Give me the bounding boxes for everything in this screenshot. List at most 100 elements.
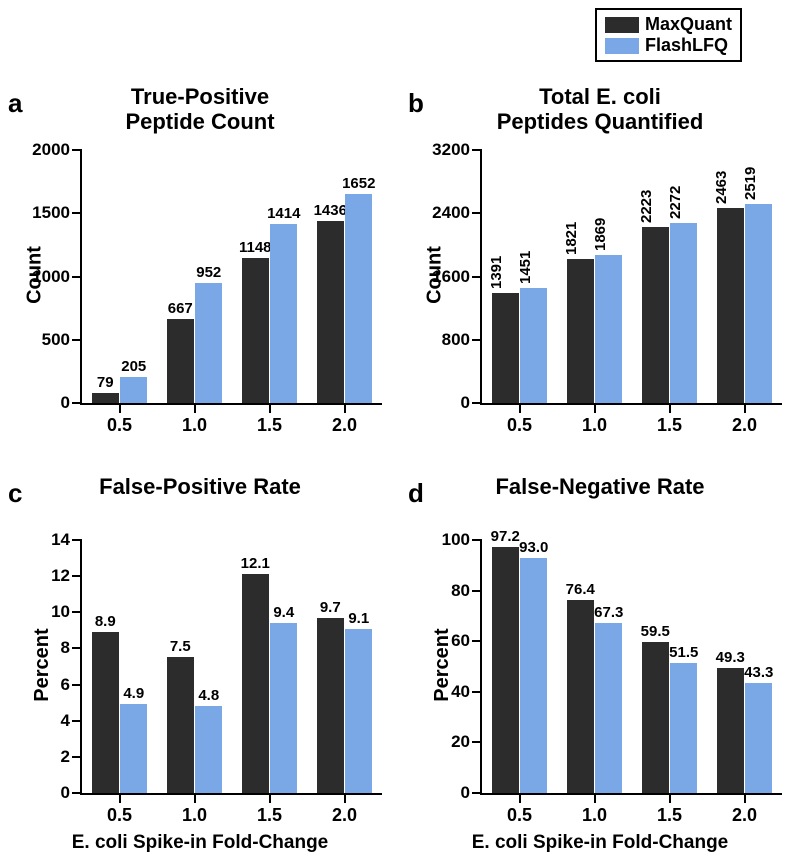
bar [670, 223, 697, 403]
bar [120, 377, 147, 403]
x-tick-label: 1.0 [582, 415, 607, 436]
legend-item: FlashLFQ [605, 35, 732, 56]
y-tick-label: 0 [61, 783, 70, 803]
y-tick [72, 276, 82, 278]
bar-value-label: 1451 [517, 251, 534, 284]
bar-value-label: 49.3 [716, 649, 745, 666]
legend-swatch [605, 38, 639, 54]
bar [167, 657, 194, 793]
bar-value-label: 1414 [267, 205, 300, 222]
y-tick-label: 500 [42, 330, 70, 350]
y-tick [472, 339, 482, 341]
x-tick [194, 793, 196, 803]
x-tick [669, 403, 671, 413]
y-tick [472, 741, 482, 743]
bar-value-label: 51.5 [669, 644, 698, 661]
x-tick-label: 1.0 [582, 805, 607, 826]
x-tick-label: 1.0 [182, 415, 207, 436]
chart-area: 05001000150020000.5792051.06679521.51148… [80, 150, 382, 405]
y-tick [472, 402, 482, 404]
y-tick [472, 792, 482, 794]
y-tick [472, 149, 482, 151]
bar-value-label: 97.2 [491, 528, 520, 545]
legend: MaxQuantFlashLFQ [595, 8, 742, 62]
bar-value-label: 43.3 [744, 664, 773, 681]
x-tick [344, 793, 346, 803]
chart-area: 0204060801000.597.293.01.076.467.31.559.… [480, 540, 782, 795]
y-tick-label: 8 [61, 638, 70, 658]
bar-value-label: 93.0 [519, 539, 548, 556]
bar [745, 204, 772, 403]
bar [317, 618, 344, 793]
bar [92, 393, 119, 403]
chart-area: 024681012140.58.94.91.07.54.81.512.19.42… [80, 540, 382, 795]
y-tick-label: 80 [451, 581, 470, 601]
panel-title: True-Positive Peptide Count [0, 84, 400, 135]
y-tick [72, 212, 82, 214]
x-tick-label: 0.5 [107, 415, 132, 436]
bar [195, 283, 222, 403]
x-tick-label: 0.5 [507, 415, 532, 436]
y-tick [72, 720, 82, 722]
x-tick [519, 403, 521, 413]
y-tick-label: 60 [451, 631, 470, 651]
y-tick [72, 647, 82, 649]
y-tick [72, 149, 82, 151]
x-tick [194, 403, 196, 413]
y-tick-label: 14 [51, 530, 70, 550]
bar-value-label: 667 [168, 300, 193, 317]
bar [242, 258, 269, 403]
y-tick [472, 276, 482, 278]
bar-value-label: 2223 [638, 190, 655, 223]
y-tick [72, 684, 82, 686]
x-tick-label: 1.0 [182, 805, 207, 826]
y-tick [72, 539, 82, 541]
bar-value-label: 2463 [713, 171, 730, 204]
legend-label: FlashLFQ [645, 35, 728, 56]
bar [595, 623, 622, 793]
bar [520, 288, 547, 403]
x-tick [269, 793, 271, 803]
x-tick-label: 0.5 [107, 805, 132, 826]
panel-d: dFalse-Negative RatePercentE. coli Spike… [400, 470, 800, 860]
bar [317, 221, 344, 403]
bar-value-label: 1148 [239, 239, 272, 256]
bar [242, 574, 269, 793]
bar-value-label: 8.9 [95, 613, 116, 630]
x-tick-label: 2.0 [732, 805, 757, 826]
x-tick [744, 403, 746, 413]
y-tick-label: 4 [61, 711, 70, 731]
bar [167, 319, 194, 403]
y-tick [72, 402, 82, 404]
x-tick [519, 793, 521, 803]
x-tick [119, 793, 121, 803]
panel-c: cFalse-Positive RatePercentE. coli Spike… [0, 470, 400, 860]
y-tick-label: 100 [442, 530, 470, 550]
y-tick-label: 12 [51, 566, 70, 586]
bar-value-label: 2272 [667, 186, 684, 219]
legend-label: MaxQuant [645, 14, 732, 35]
panel-title: False-Positive Rate [0, 474, 400, 499]
bar [642, 642, 669, 793]
x-axis-label: E. coli Spike-in Fold-Change [400, 832, 800, 854]
y-tick-label: 10 [51, 602, 70, 622]
y-tick-label: 0 [461, 393, 470, 413]
x-tick-label: 2.0 [332, 805, 357, 826]
panels-grid: aTrue-Positive Peptide CountCount0500100… [0, 80, 800, 860]
y-tick-label: 2400 [432, 203, 470, 223]
y-tick-label: 2000 [32, 140, 70, 160]
bar [567, 259, 594, 403]
y-tick-label: 0 [461, 783, 470, 803]
bar-value-label: 1436 [314, 202, 347, 219]
bar [120, 704, 147, 793]
chart-area: 08001600240032000.5139114511.0182118691.… [480, 150, 782, 405]
y-tick [472, 212, 482, 214]
y-tick-label: 0 [61, 393, 70, 413]
x-axis-label: E. coli Spike-in Fold-Change [0, 832, 400, 854]
bar [745, 683, 772, 793]
y-tick-label: 20 [451, 732, 470, 752]
x-tick [594, 403, 596, 413]
bar-value-label: 1652 [342, 175, 375, 192]
bar-value-label: 4.8 [198, 687, 219, 704]
bar [92, 632, 119, 793]
